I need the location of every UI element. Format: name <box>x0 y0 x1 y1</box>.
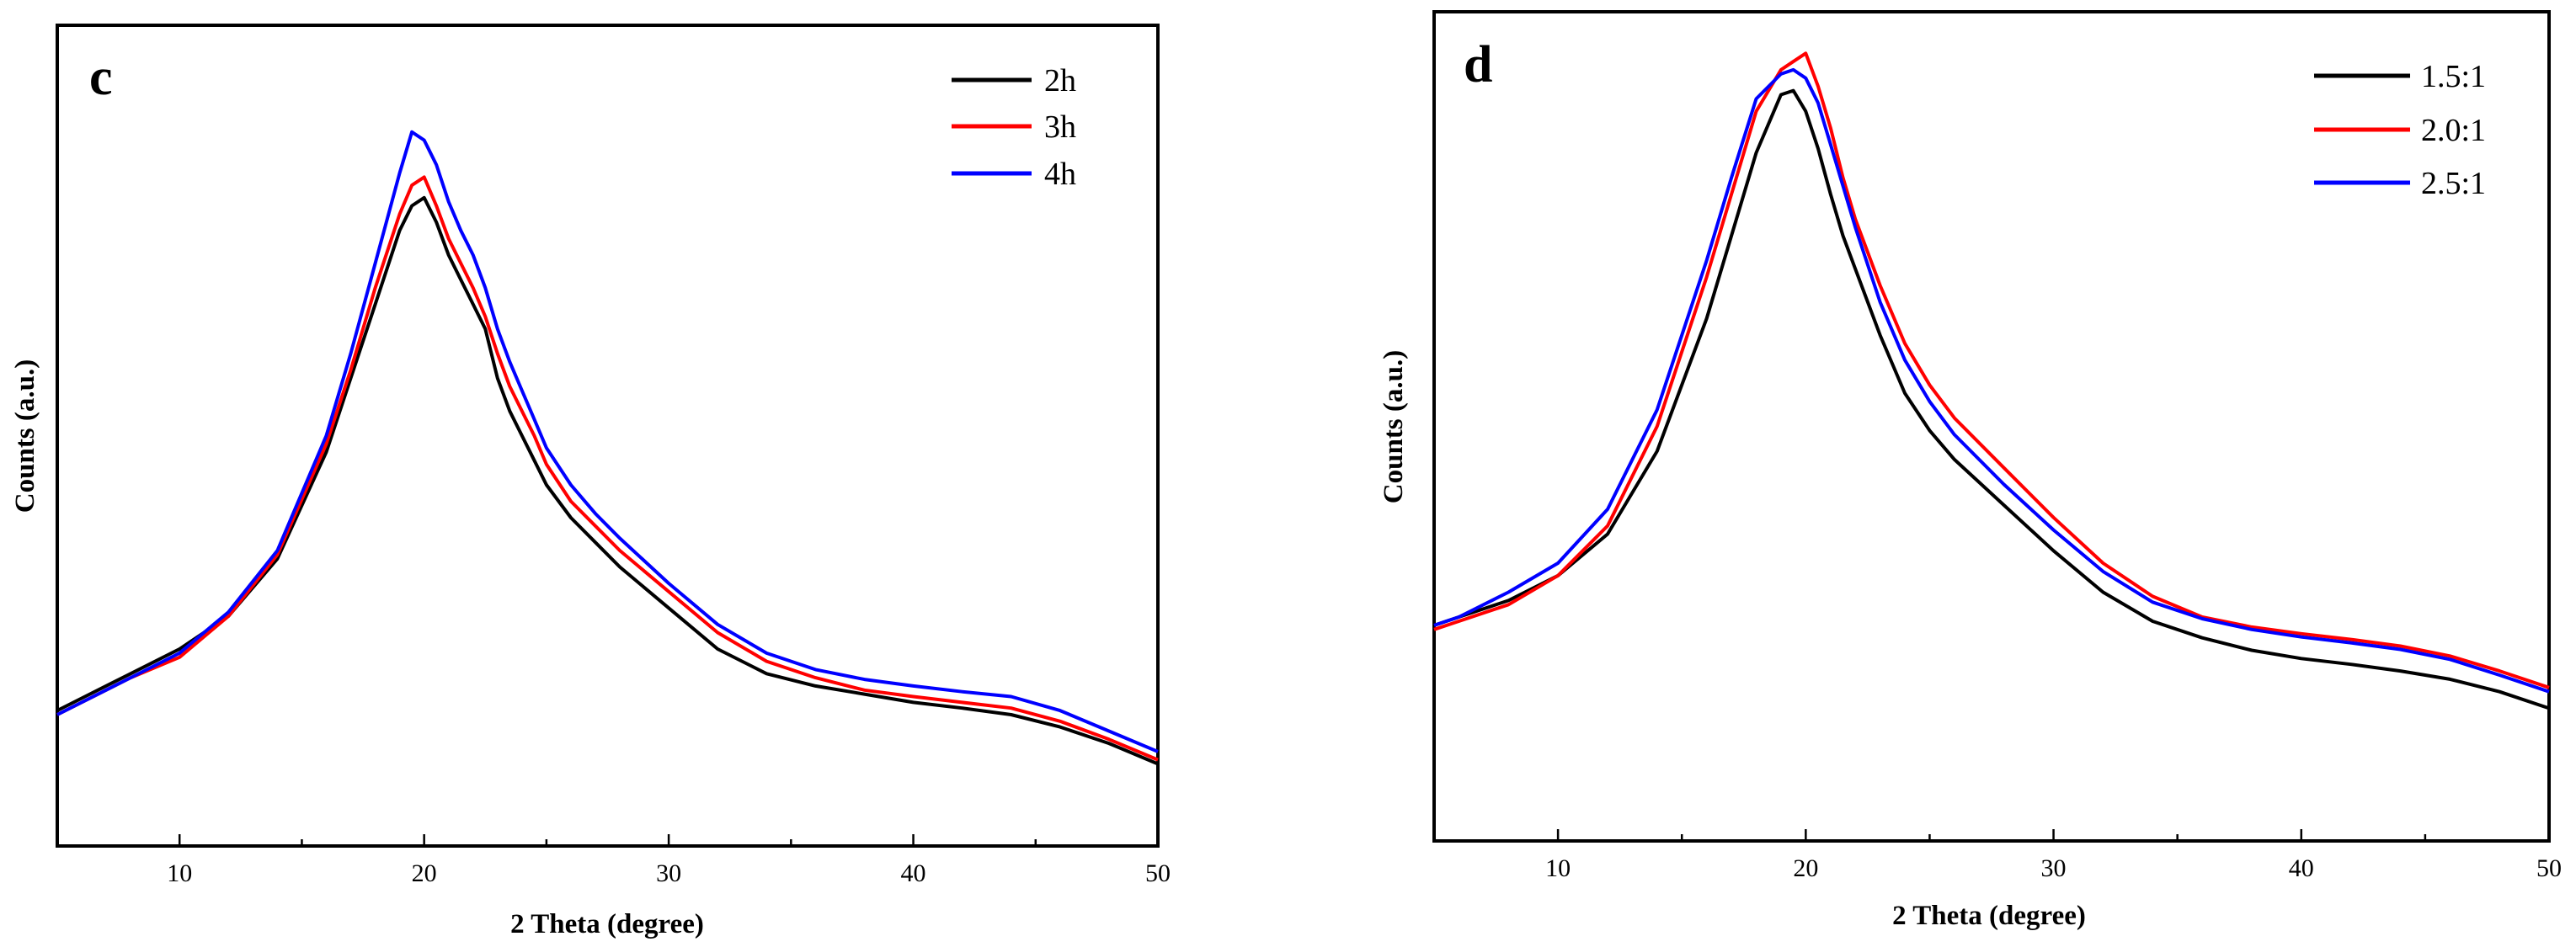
x-axis-label: 2 Theta (degree) <box>1892 901 2086 931</box>
series-group <box>1433 51 2550 710</box>
x-tick-label: 50 <box>2536 854 2562 882</box>
plot-frame <box>56 24 1160 848</box>
legend-entry: 2.0:1 <box>2314 113 2486 148</box>
series-line-4h <box>56 130 1159 753</box>
y-axis-label: Counts (a.u.) <box>1379 350 1409 503</box>
x-axis: 10 20 30 40 50 <box>1432 829 2562 882</box>
chart-panel-c: c 10 20 30 40 50 2 Theta (degree) Counts (a.… <box>10 24 1171 939</box>
x-axis-label: 2 Theta (degree) <box>510 909 704 939</box>
legend-entry: 2.5:1 <box>2314 166 2486 201</box>
series-line-1.5:1 <box>1433 88 2550 710</box>
legend-label: 1.5:1 <box>2421 59 2486 94</box>
series-line-3h <box>56 175 1159 762</box>
x-axis: 10 20 30 40 50 <box>56 834 1171 887</box>
panel-label: d <box>1464 36 1492 93</box>
series-line-2h <box>56 195 1159 766</box>
x-tick-label: 30 <box>656 859 681 887</box>
chart-panel-d: d 10 20 30 40 50 2 Theta (degree) Counts (a.… <box>1379 10 2562 931</box>
x-tick-label: 20 <box>412 859 437 887</box>
legend-entry: 1.5:1 <box>2314 59 2486 94</box>
x-tick-label: 10 <box>167 859 192 887</box>
legend: 2h 3h 4h <box>952 63 1076 192</box>
legend-entry: 4h <box>952 157 1076 192</box>
x-tick-label: 40 <box>901 859 926 887</box>
legend-label: 3h <box>1044 109 1076 145</box>
x-tick-label: 20 <box>1793 854 1818 882</box>
legend-label: 4h <box>1044 157 1076 192</box>
x-tick-label: 30 <box>2041 854 2067 882</box>
series-line-2.0:1 <box>1433 51 2550 689</box>
legend-label: 2.5:1 <box>2421 166 2486 201</box>
x-tick-label: 50 <box>1145 859 1171 887</box>
y-axis-label: Counts (a.u.) <box>10 359 40 513</box>
x-tick-label: 40 <box>2289 854 2314 882</box>
plot-frame <box>1432 10 2551 843</box>
legend-label: 2h <box>1044 63 1076 98</box>
series-group <box>56 130 1159 766</box>
legend-entry: 2h <box>952 63 1076 98</box>
legend-entry: 3h <box>952 109 1076 145</box>
panel-label: c <box>89 49 113 106</box>
x-tick-label: 10 <box>1545 854 1571 882</box>
legend: 1.5:1 2.0:1 2.5:1 <box>2314 59 2486 201</box>
series-line-2.5:1 <box>1433 67 2550 694</box>
legend-label: 2.0:1 <box>2421 113 2486 148</box>
